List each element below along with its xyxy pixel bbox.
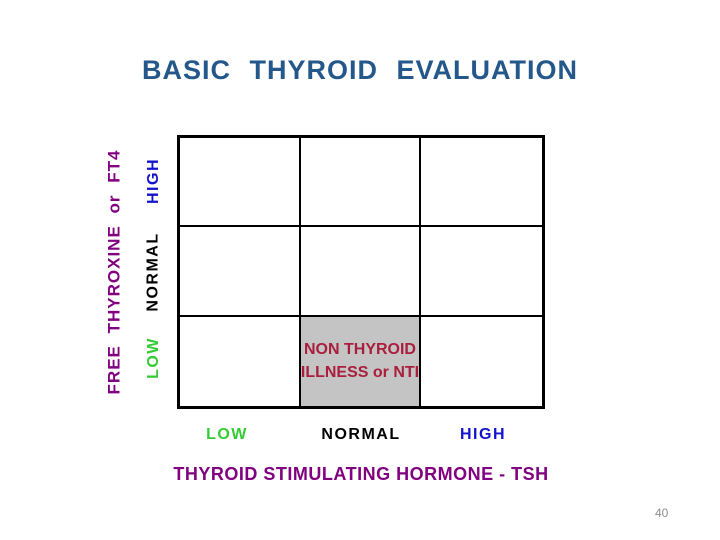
x-tick-low: LOW — [206, 426, 248, 443]
grid-cell-low-low — [180, 316, 301, 406]
nti-cell: NON THYROID ILLNESS or NTI — [300, 316, 422, 406]
y-tick-low-label: LOW — [145, 337, 163, 379]
nti-line-1: NON THYROID — [303, 341, 416, 359]
y-tick-normal: NORMAL — [139, 227, 169, 317]
y-tick-high: HIGH — [139, 135, 169, 227]
y-axis-title-wrap: FREE THYROXINE or FT4 — [96, 135, 132, 409]
grid-cell-normal-normal — [300, 227, 422, 317]
grid-cell-low-high — [421, 317, 542, 406]
y-tick-low: LOW — [139, 317, 169, 399]
grid-cell-normal-low — [180, 227, 301, 317]
y-tick-high-label: HIGH — [145, 158, 162, 204]
grid-cell-high-normal — [300, 138, 422, 228]
grid-cell-normal-high — [421, 227, 542, 317]
y-axis-title: FREE THYROXINE or FT4 — [104, 149, 124, 395]
grid-cell-high-low — [180, 138, 301, 228]
grid-cell-high-high — [421, 138, 542, 228]
x-axis-title: THYROID STIMULATING HORMONE - TSH — [173, 464, 549, 484]
x-tick-normal: NORMAL — [321, 426, 401, 443]
y-tick-normal-label: NORMAL — [145, 232, 162, 312]
nti-line-2: ILLNESS or NTI — [300, 364, 420, 382]
matrix-grid: NON THYROID ILLNESS or NTI — [177, 135, 545, 409]
x-tick-high: HIGH — [460, 426, 506, 443]
page-number: 40 — [655, 506, 669, 520]
slide-title: BASIC THYROID EVALUATION — [141, 55, 578, 85]
